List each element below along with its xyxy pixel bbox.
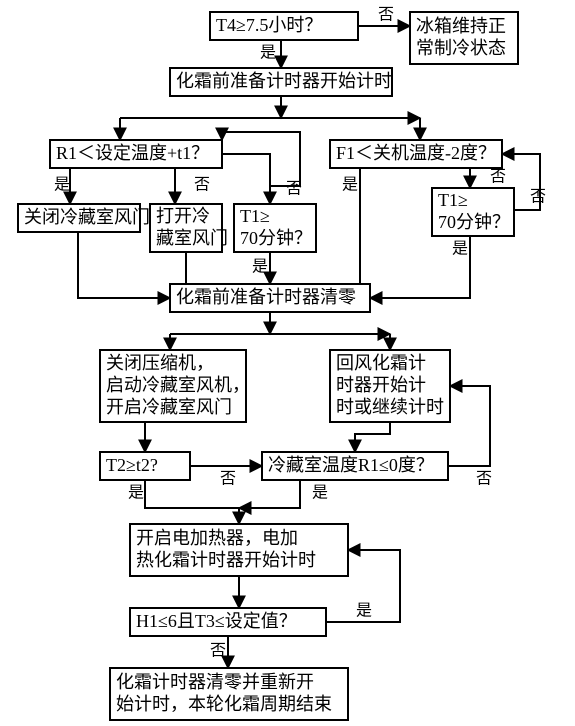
node-text: 打开冷 [156,206,210,226]
node-n8: T1≥70分钟？ [234,204,316,252]
edge-label-no: 否 [530,189,546,206]
node-text: 70分钟？ [438,212,510,232]
node-text: 时器开始计 [336,375,426,395]
edge-label-no: 否 [476,471,492,488]
node-text: 回风化霜计 [336,353,426,373]
edge-label-no: 否 [286,181,302,198]
node-text: 时或继续计时 [336,397,444,417]
edge-25 [239,480,300,508]
edge-26 [448,386,490,466]
node-n4: R1＜设定温度+t1？ [50,140,222,168]
node-text: 化霜计时器清零并重新开 [116,672,314,692]
node-text: 常制冷状态 [416,38,506,58]
node-text: T4≥7.5小时？ [216,15,322,35]
node-text: 冷藏室温度R1≤0度？ [268,455,434,475]
edge-22 [355,422,390,452]
node-n2: 冰箱维持正常制冷状态 [410,12,518,64]
edge-label-yes: 是 [260,45,276,62]
node-n10: 化霜前准备计时器清零 [170,284,370,312]
node-text: 冰箱维持正 [416,16,506,36]
edge-label-no: 否 [378,7,394,24]
node-n15: 开启电加热器，电加热化霜计时器开始计时 [130,524,348,576]
edge-label-no: 否 [194,177,210,194]
edge-label-yes: 是 [452,241,468,258]
edge-label-yes: 是 [54,177,70,194]
node-text: 开启冷藏室风门 [106,397,232,417]
node-n17: 化霜计时器清零并重新开始计时，本轮化霜周期结束 [110,668,348,720]
node-text: T1≥ [240,206,270,226]
edge-label-yes: 是 [356,603,372,620]
node-n9: T1≥70分钟？ [432,188,514,236]
node-text: 始计时，本轮化霜周期结束 [116,694,332,714]
node-text: 关闭压缩机， [106,353,214,373]
node-text: 热化霜计时器开始计时 [136,550,316,570]
node-text: F1＜关机温度-2度？ [336,143,496,163]
node-text: H1≤6且T3≤设定值？ [136,611,297,631]
node-n13: T2≥t2? [100,452,190,480]
edge-label-yes: 是 [342,177,358,194]
node-text: 开启电加热器，电加 [136,528,298,548]
edge-label-yes: 是 [128,485,144,502]
node-text: 化霜前准备计时器清零 [176,287,356,307]
node-text: R1＜设定温度+t1？ [56,143,209,163]
node-n16: H1≤6且T3≤设定值？ [130,608,326,636]
edge-9 [360,168,370,298]
node-n1: T4≥7.5小时？ [210,12,358,40]
node-text: 关闭冷藏室风门 [24,207,150,227]
edge-label-no: 否 [210,643,226,660]
node-n14: 冷藏室温度R1≤0度？ [262,452,448,480]
node-text: 启动冷藏室风机， [106,375,250,395]
edge-label-yes: 是 [312,485,328,502]
edge-label-no: 否 [220,471,236,488]
node-text: T2≥t2? [106,455,158,475]
edge-label-yes: 是 [252,259,268,276]
node-n6: 关闭冷藏室风门 [18,204,150,232]
node-n12: 回风化霜计时器开始计时或继续计时 [330,350,450,422]
node-n5: F1＜关机温度-2度？ [330,140,502,168]
node-n3: 化霜前准备计时器开始计时 [170,68,392,96]
node-n11: 关闭压缩机，启动冷藏室风机，开启冷藏室风门 [100,350,250,422]
node-text: 70分钟？ [240,228,312,248]
node-text: T1≥ [438,190,468,210]
node-n7: 打开冷藏室风门 [150,204,228,252]
node-text: 化霜前准备计时器开始计时 [176,71,392,91]
edge-label-no: 否 [490,169,506,186]
flowchart: T4≥7.5小时？冰箱维持正常制冷状态化霜前准备计时器开始计时R1＜设定温度+t… [0,0,575,726]
node-text: 藏室风门 [156,228,228,248]
edge-8 [222,154,270,204]
